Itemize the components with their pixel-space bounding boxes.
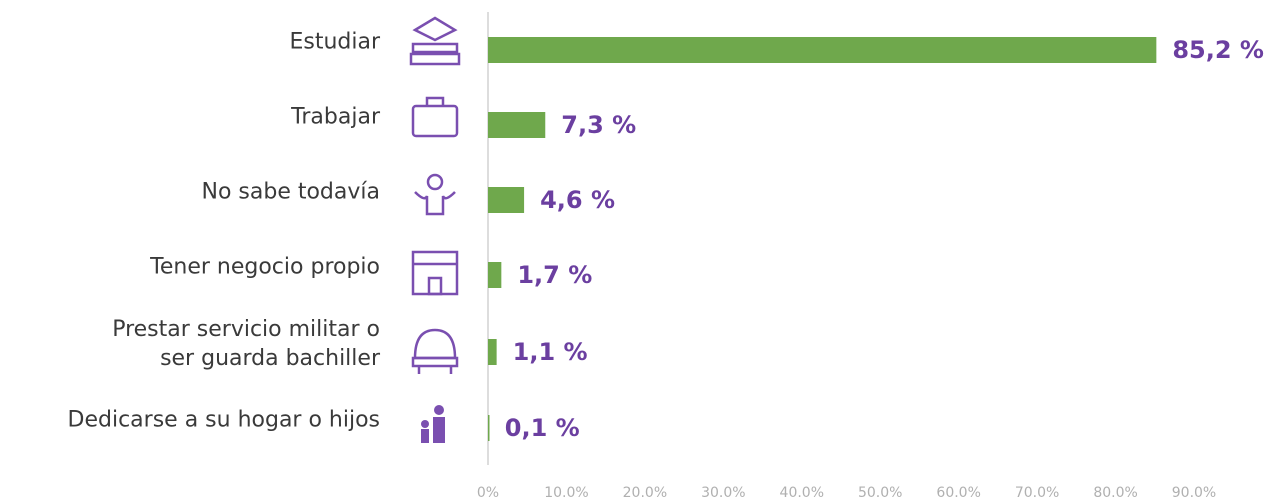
value-label: 1,7 % <box>517 261 592 289</box>
bar <box>488 262 502 288</box>
x-tick-label: 90.0% <box>1172 485 1216 501</box>
value-label: 4,6 % <box>540 186 615 214</box>
x-tick-label: 0% <box>477 485 499 501</box>
value-label: 85,2 % <box>1172 36 1264 64</box>
x-tick-label: 60.0% <box>936 485 980 501</box>
bar <box>488 339 497 365</box>
x-tick-label: 50.0% <box>858 485 902 501</box>
category-label: Prestar servicio militar o ser guarda ba… <box>112 317 380 371</box>
icons <box>409 16 461 443</box>
category-label: Tener negocio propio <box>150 254 380 280</box>
x-tick-label: 70.0% <box>1015 485 1059 501</box>
bar <box>488 112 546 138</box>
value-label: 0,1 % <box>505 414 580 442</box>
x-tick-label: 10.0% <box>544 485 588 501</box>
value-label: 1,1 % <box>513 338 588 366</box>
category-label: Trabajar <box>291 104 380 130</box>
bar <box>488 37 1157 63</box>
x-tick-label: 40.0% <box>780 485 824 501</box>
category-label: No sabe todavía <box>201 179 381 205</box>
category-label: Dedicarse a su hogar o hijos <box>67 407 380 433</box>
category-label: Estudiar <box>289 29 380 55</box>
x-tick-label: 30.0% <box>701 485 745 501</box>
bar <box>488 187 525 213</box>
x-tick-label: 80.0% <box>1093 485 1137 501</box>
bar <box>488 415 490 441</box>
value-label: 7,3 % <box>561 111 636 139</box>
x-tick-label: 20.0% <box>623 485 667 501</box>
